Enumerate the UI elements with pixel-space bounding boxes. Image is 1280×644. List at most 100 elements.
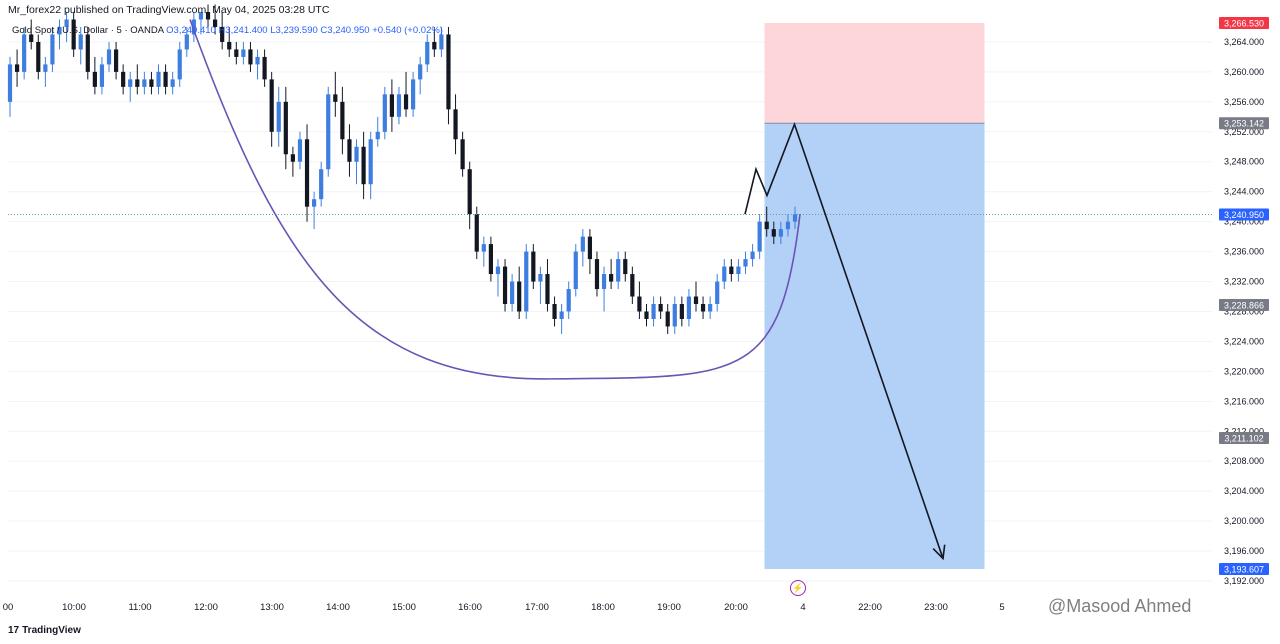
candle: [78, 26, 83, 65]
lightning-icon[interactable]: ⚡: [790, 580, 806, 596]
projection-path[interactable]: [744, 121, 944, 559]
candle: [785, 214, 791, 237]
time-tick-label: 00: [3, 602, 14, 613]
price-tag-level[interactable]: 3,211.102: [1219, 432, 1269, 445]
candle: [85, 26, 90, 80]
price-tick-label: 3,200.000: [1224, 516, 1264, 526]
drawing-overlays[interactable]: [8, 19, 1212, 561]
candle: [510, 274, 515, 312]
candle: [290, 146, 295, 177]
candle: [36, 34, 41, 80]
candle: [262, 49, 267, 87]
svg-text:3,193.607: 3,193.607: [1224, 564, 1264, 574]
candle: [679, 296, 684, 327]
price-tick-label: 3,256.000: [1224, 97, 1264, 107]
candle: [14, 49, 20, 87]
candle: [517, 266, 522, 319]
price-tick-label: 3,192.000: [1224, 576, 1264, 586]
candle: [715, 274, 720, 312]
candle: [651, 296, 656, 327]
candles: [7, 4, 798, 334]
time-tick-label: 16:00: [458, 602, 482, 613]
price-tag-level[interactable]: 3,228.866: [1219, 299, 1269, 312]
take-profit-zone[interactable]: [764, 123, 985, 569]
price-tick-label: 3,264.000: [1224, 37, 1264, 47]
time-tick-label: 17:00: [525, 602, 549, 613]
candle: [672, 296, 677, 334]
price-tag-stop[interactable]: 3,266.530: [1219, 17, 1269, 30]
price-tick-label: 3,228.000: [1224, 306, 1264, 316]
time-axis[interactable]: 00 10:00 11:00 12:00 13:00 14:00 15:00 16:00 17:…: [3, 602, 1005, 613]
symbol-legend[interactable]: Gold Spot / U.S. Dollar · 5 · OANDA O3,2…: [12, 25, 443, 36]
candle: [283, 86, 288, 170]
candle: [403, 71, 409, 117]
brand-name: TradingView: [22, 625, 81, 636]
candle: [347, 124, 352, 177]
symbol-name[interactable]: Gold Spot / U.S. Dollar · 5 · OANDA: [12, 25, 164, 36]
ohlc-high: H3,241.400: [218, 25, 268, 36]
candle: [269, 71, 274, 147]
position-zones[interactable]: [764, 23, 985, 569]
candle: [198, 12, 204, 35]
candle: [71, 12, 76, 57]
candle: [220, 12, 225, 50]
time-tick-label: 18:00: [591, 602, 615, 613]
candle: [488, 236, 494, 282]
candle: [524, 244, 529, 319]
candle: [142, 71, 147, 95]
candle: [743, 251, 748, 275]
candle: [64, 12, 69, 42]
candle: [439, 26, 444, 57]
ohlc-close: C3,240.950: [320, 25, 370, 36]
candle: [771, 221, 776, 245]
candle: [234, 41, 239, 65]
candle: [778, 221, 783, 245]
time-tick-label: 11:00: [128, 602, 151, 613]
price-tick-label: 3,216.000: [1224, 396, 1264, 406]
candle: [580, 229, 585, 267]
candle: [495, 259, 501, 297]
tradingview-logo-icon: 17: [8, 625, 20, 636]
candle: [326, 86, 331, 177]
candle: [446, 26, 451, 125]
candle: [156, 64, 161, 95]
chart-grid: [8, 41, 1212, 582]
price-tick-label: 3,252.000: [1224, 127, 1264, 137]
candle: [135, 64, 140, 95]
candle: [361, 131, 366, 200]
candle: [686, 289, 692, 327]
candle: [396, 86, 402, 125]
stop-loss-zone[interactable]: [764, 23, 985, 124]
candle: [502, 259, 508, 312]
candle: [559, 304, 564, 334]
candle: [170, 71, 175, 95]
price-tick-label: 3,244.000: [1224, 187, 1264, 197]
candle: [601, 266, 607, 312]
price-axis[interactable]: 3,192.000 3,196.000 3,200.000 3,204.000 3,20…: [1212, 0, 1280, 644]
candle: [637, 281, 642, 319]
candle: [255, 49, 260, 80]
candle: [304, 124, 310, 222]
price-tick-label: 3,208.000: [1224, 456, 1264, 466]
svg-text:3,228.866: 3,228.866: [1224, 301, 1264, 311]
rounding-bottom-curve[interactable]: [189, 19, 801, 380]
candle: [623, 251, 628, 282]
candle: [354, 139, 359, 185]
price-tick-label: 3,224.000: [1224, 336, 1264, 346]
candle: [757, 214, 762, 260]
candle: [531, 244, 536, 290]
candle: [792, 206, 798, 230]
candle: [375, 116, 380, 147]
author-watermark: @Masood Ahmed: [1048, 596, 1192, 616]
candle: [50, 26, 55, 72]
time-tick-label: 10:00: [62, 602, 86, 613]
price-tag-last[interactable]: 3,240.950: [1219, 208, 1269, 221]
time-tick-label: 19:00: [657, 602, 681, 613]
candle: [587, 229, 593, 275]
candle: [722, 259, 727, 290]
price-tag-entry[interactable]: 3,253.142: [1219, 117, 1269, 130]
tradingview-brand[interactable]: 17 TradingView: [8, 625, 81, 636]
svg-text:3,240.950: 3,240.950: [1224, 210, 1264, 220]
price-tag-target[interactable]: 3,193.607: [1219, 562, 1269, 575]
